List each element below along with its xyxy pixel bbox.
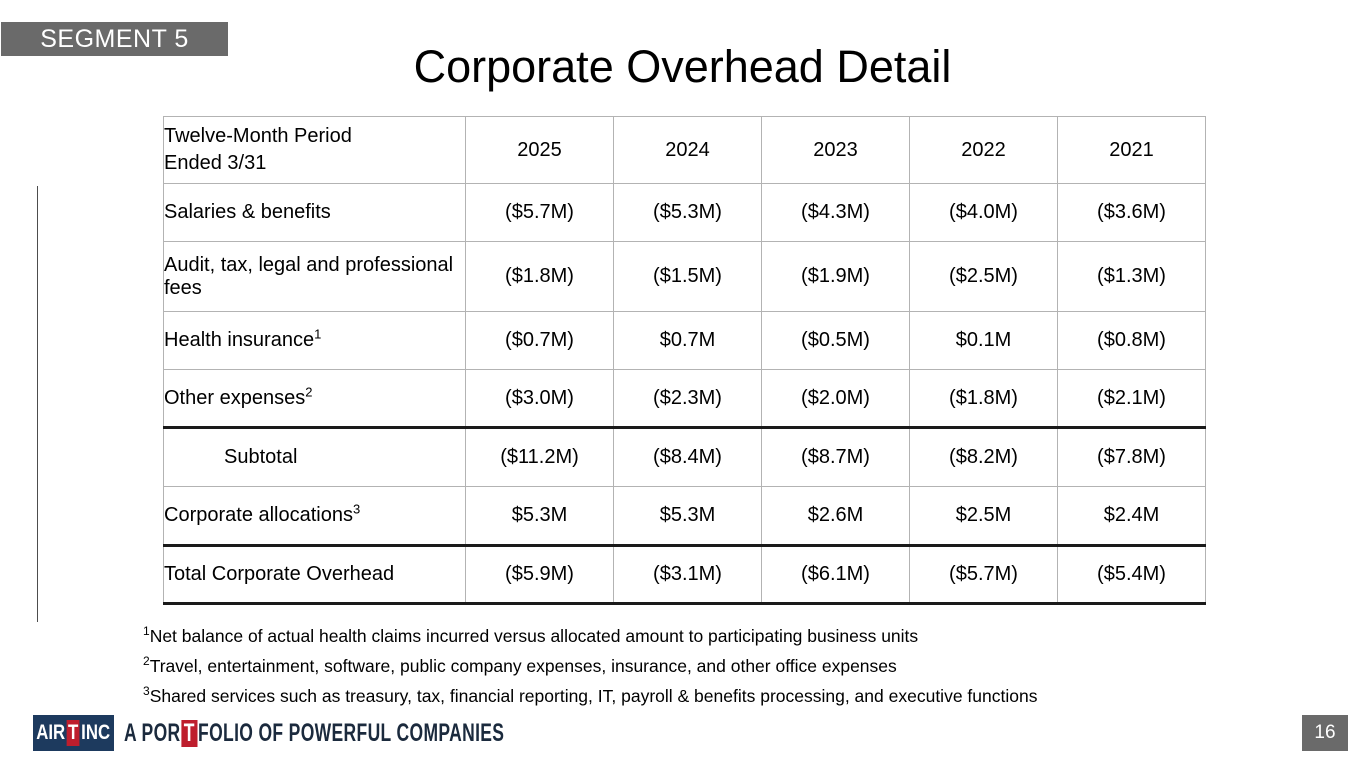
- row-label: Total Corporate Overhead: [163, 544, 466, 605]
- logo-tagline: A POR T FOLIO OF POWERFUL COMPANIES: [124, 719, 504, 748]
- cell-2021: ($5.4M): [1057, 544, 1206, 605]
- row-label-text: Audit, tax, legal and professional fees: [164, 253, 454, 299]
- cell-2022: ($2.5M): [909, 241, 1058, 312]
- footnote-2-marker: 2: [143, 653, 150, 668]
- logo-text-inc: INC: [81, 721, 111, 744]
- cell-2022: ($5.7M): [909, 544, 1058, 605]
- tagline-part2: FOLIO OF POWERFUL COMPANIES: [198, 718, 505, 747]
- cell-2022: ($8.2M): [909, 426, 1058, 487]
- cell-2021: ($0.8M): [1057, 311, 1206, 370]
- row-label: Other expenses2: [163, 369, 466, 428]
- footnote-marker: 1: [314, 326, 322, 342]
- cell-2023: ($2.0M): [761, 369, 910, 428]
- cell-2021: ($2.1M): [1057, 369, 1206, 428]
- row-label-text: Total Corporate Overhead: [164, 563, 395, 585]
- year-header-2022: 2022: [909, 116, 1058, 184]
- cell-2023: $2.6M: [761, 486, 910, 546]
- footnotes: 1Net balance of actual health claims inc…: [143, 619, 1037, 708]
- logo-text-air: AIR: [36, 721, 66, 744]
- page-title: Corporate Overhead Detail: [413, 41, 952, 92]
- company-logo: AIR T INC A POR T FOLIO OF POWERFUL COMPANIE…: [33, 715, 667, 751]
- cell-2021: ($3.6M): [1057, 183, 1206, 242]
- table-header-row: Twelve-Month Period Ended 3/31 2025 2024…: [163, 116, 1206, 184]
- cell-2025: ($1.8M): [465, 241, 614, 312]
- table-row-total-corporate-overhead: Total Corporate Overhead ($5.9M) ($3.1M)…: [163, 544, 1206, 605]
- footnote-1-text: Net balance of actual health claims incu…: [149, 625, 919, 646]
- tagline-part1: A POR: [124, 718, 181, 747]
- row-label-text: Corporate allocations: [164, 504, 353, 526]
- footnote-3-marker: 3: [143, 683, 150, 698]
- segment-label: SEGMENT 5: [1, 22, 228, 56]
- table-row-health-insurance: Health insurance1 ($0.7M) $0.7M ($0.5M) …: [163, 311, 1206, 370]
- row-label-text: Other expenses: [164, 386, 306, 409]
- year-header-2024: 2024: [613, 116, 762, 184]
- page-number-badge: 16: [1302, 715, 1348, 751]
- cell-2022: ($1.8M): [909, 369, 1058, 428]
- cell-2025: ($5.9M): [465, 544, 614, 605]
- cell-2024: ($5.3M): [613, 183, 762, 242]
- year-header-2021: 2021: [1057, 116, 1206, 184]
- logo-text: AIR T INC: [36, 720, 111, 746]
- cell-2025: ($3.0M): [465, 369, 614, 428]
- footnote-3-text: Shared services such as treasury, tax, f…: [149, 685, 1038, 706]
- row-label: Audit, tax, legal and professional fees: [163, 241, 466, 312]
- logo-red-t: T: [67, 720, 80, 746]
- cell-2023: ($4.3M): [761, 183, 910, 242]
- footnote-1-marker: 1: [143, 624, 150, 638]
- cell-2025: $5.3M: [465, 486, 614, 546]
- cell-2024: $0.7M: [613, 311, 762, 370]
- footnote-3: 3Shared services such as treasury, tax, …: [143, 679, 1037, 709]
- cell-2024: ($1.5M): [613, 241, 762, 312]
- footnote-2: 2Travel, entertainment, software, public…: [143, 649, 1037, 679]
- table-row-other-expenses: Other expenses2 ($3.0M) ($2.3M) ($2.0M) …: [163, 369, 1206, 428]
- logo-mark: AIR T INC: [33, 715, 114, 751]
- cell-2024: ($2.3M): [613, 369, 762, 428]
- cell-2021: $2.4M: [1057, 486, 1206, 546]
- left-accent-line: [37, 186, 38, 622]
- corporate-overhead-table: Twelve-Month Period Ended 3/31 2025 2024…: [163, 116, 1206, 605]
- cell-2025: ($11.2M): [465, 426, 614, 487]
- cell-2024: ($8.4M): [613, 426, 762, 487]
- cell-2022: $2.5M: [909, 486, 1058, 546]
- period-header-cell: Twelve-Month Period Ended 3/31: [163, 116, 466, 184]
- row-label: Corporate allocations3: [163, 486, 466, 546]
- cell-2023: ($1.9M): [761, 241, 910, 312]
- row-label-text: Subtotal: [224, 446, 298, 468]
- cell-2022: $0.1M: [909, 311, 1058, 370]
- cell-2021: ($1.3M): [1057, 241, 1206, 312]
- row-label-text: Health insurance: [164, 329, 315, 351]
- table-row-audit-tax-legal: Audit, tax, legal and professional fees …: [163, 241, 1206, 312]
- row-label: Salaries & benefits: [163, 183, 466, 242]
- cell-2024: $5.3M: [613, 486, 762, 546]
- cell-2022: ($4.0M): [909, 183, 1058, 242]
- cell-2023: ($0.5M): [761, 311, 910, 370]
- row-label: Subtotal: [163, 426, 466, 487]
- cell-2023: ($6.1M): [761, 544, 910, 605]
- cell-2025: ($5.7M): [465, 183, 614, 242]
- footnote-2-text: Travel, entertainment, software, public …: [149, 655, 897, 676]
- table-row-corporate-allocations: Corporate allocations3 $5.3M $5.3M $2.6M…: [163, 486, 1206, 546]
- footnote-marker: 2: [305, 383, 313, 399]
- row-label-text: Salaries & benefits: [164, 201, 331, 223]
- year-header-2023: 2023: [761, 116, 910, 184]
- cell-2025: ($0.7M): [465, 311, 614, 370]
- footnote-1: 1Net balance of actual health claims inc…: [143, 619, 1037, 649]
- cell-2023: ($8.7M): [761, 426, 910, 487]
- row-label: Health insurance1: [163, 311, 466, 370]
- table-row-salaries: Salaries & benefits ($5.7M) ($5.3M) ($4.…: [163, 183, 1206, 242]
- footnote-marker: 3: [353, 501, 361, 517]
- year-header-2025: 2025: [465, 116, 614, 184]
- cell-2024: ($3.1M): [613, 544, 762, 605]
- table-row-subtotal: Subtotal ($11.2M) ($8.4M) ($8.7M) ($8.2M…: [163, 426, 1206, 487]
- tagline-red-t: T: [181, 719, 198, 747]
- cell-2021: ($7.8M): [1057, 426, 1206, 487]
